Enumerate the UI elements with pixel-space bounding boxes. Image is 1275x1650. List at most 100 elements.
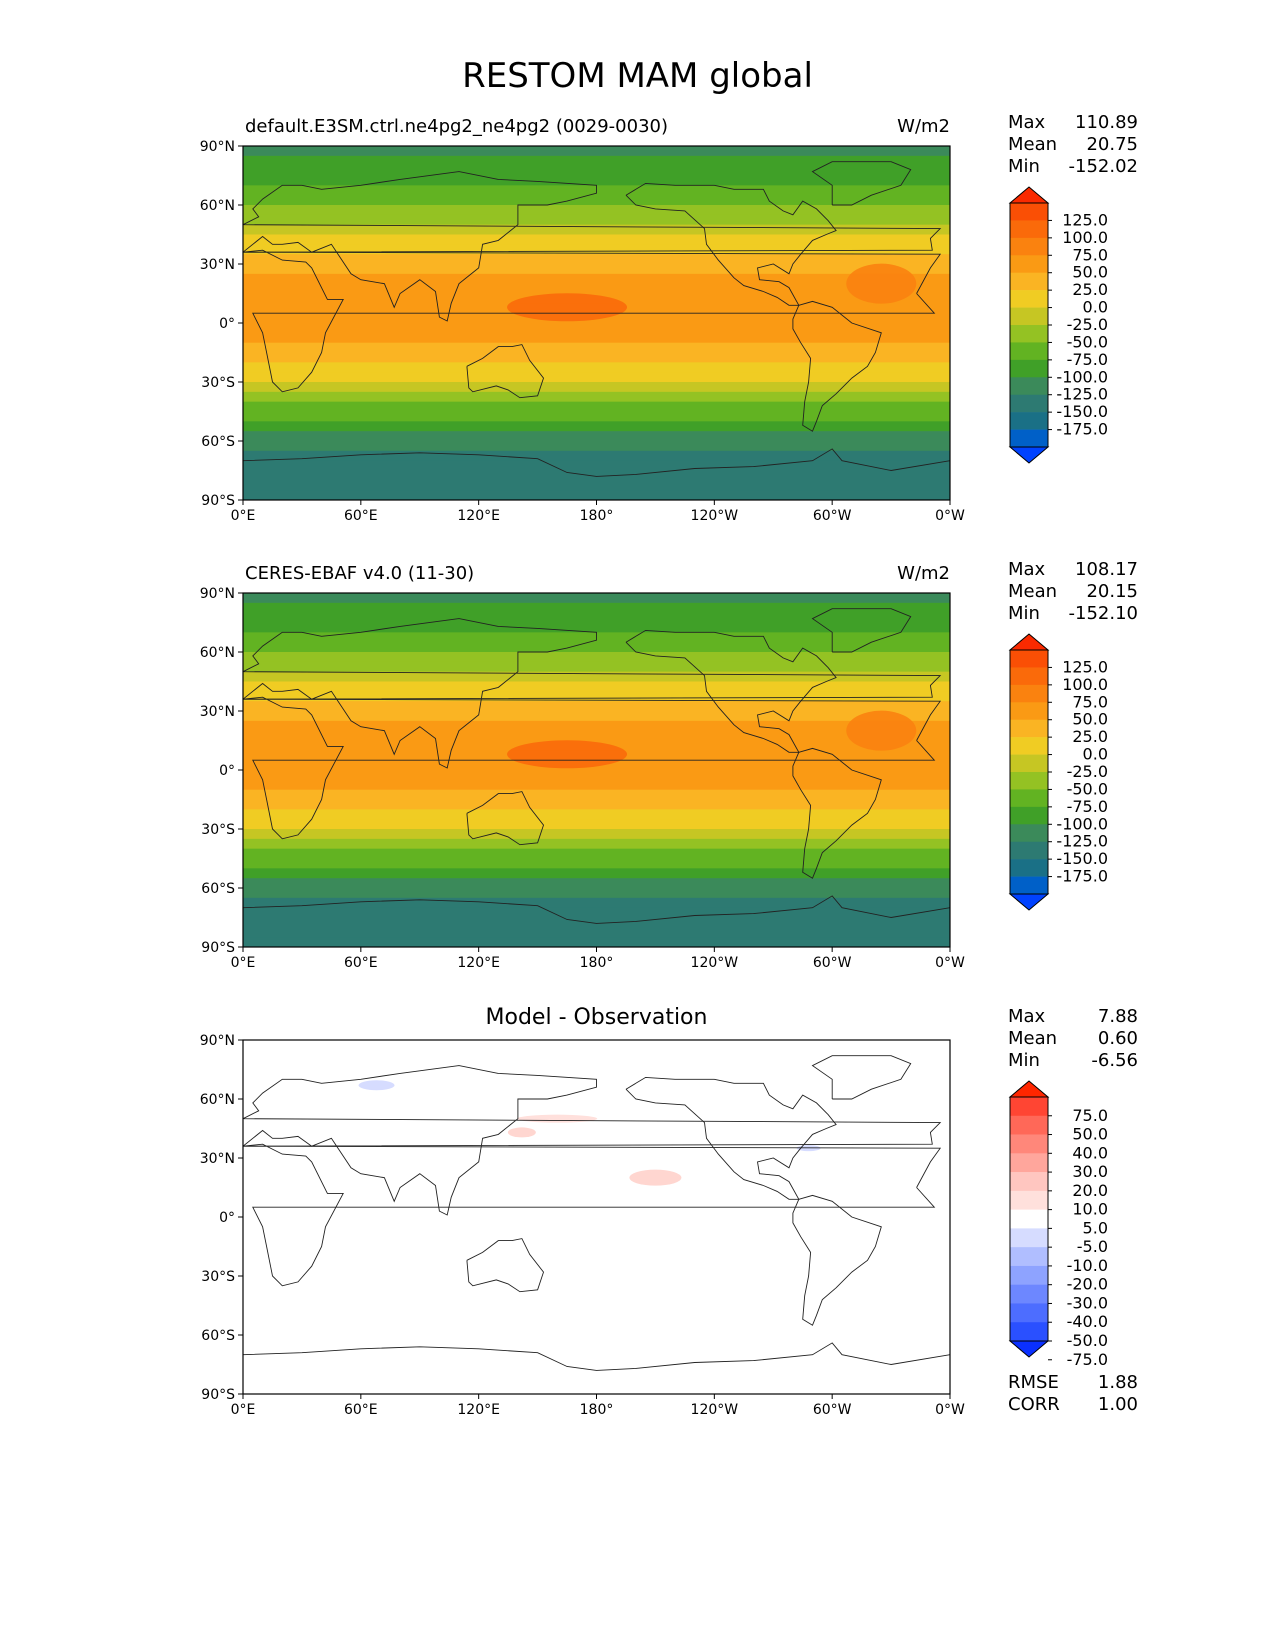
colorbar-segment [1010, 876, 1048, 895]
lon-tick-label: 120°W [691, 955, 739, 971]
coastline-4 [792, 1194, 882, 1326]
field-band [243, 244, 950, 255]
colorbar-tick-label: -75.0 [1067, 1350, 1108, 1369]
field-band [243, 195, 950, 206]
colorbar-tick-label: -125.0 [1056, 832, 1108, 851]
lon-tick-label: 60°W [813, 955, 852, 971]
stat-mean-label: Mean [1008, 134, 1058, 155]
colorbar-tick-label: -30.0 [1067, 1293, 1108, 1312]
stat-max-label: Max [1008, 112, 1046, 133]
lat-tick-label: 90°S [201, 1387, 235, 1403]
lat-tick-label: 60°S [201, 434, 235, 450]
colorbar-tick-label: 50.0 [1072, 1125, 1108, 1144]
lat-tick-label: 60°N [200, 645, 235, 661]
colorbar-segment [1010, 1228, 1048, 1248]
field-band [243, 671, 950, 682]
colorbar-segment [1010, 1247, 1048, 1267]
colorbar-segment [1010, 307, 1048, 326]
field-band [243, 264, 950, 275]
field-band [243, 858, 950, 869]
panel-diff-stats: Max 7.88 Mean 0.60 Min -6.56 [1008, 1006, 1138, 1072]
colorbar-tick-label: -50.0 [1067, 332, 1108, 351]
stat-min-label: Min [1008, 156, 1040, 177]
stat-max: 7.88 [1097, 1006, 1138, 1027]
colorbar-segment [1010, 754, 1048, 773]
field-band [243, 779, 950, 791]
field-subtropic-region [846, 710, 917, 751]
colorbar-tick-label: -50.0 [1067, 1331, 1108, 1350]
colorbar-segment [1010, 667, 1048, 686]
coastline-0 [242, 249, 942, 393]
field-maximum-region [507, 740, 628, 769]
coastline-4 [792, 747, 882, 879]
panel-obs-map: 90°N 60°N 30°N 0° 30°S 60°S 90°S0°E 60°E 120°E 18… [200, 587, 965, 971]
field-band [243, 460, 950, 471]
diff-anomaly [358, 1080, 395, 1091]
panel-diff-metrics: RMSE 1.88 CORR 1.00 [1008, 1372, 1138, 1416]
lon-tick-label: 120°E [457, 1402, 500, 1418]
field-band [243, 470, 950, 481]
panel-model-colorbar: 125.0100.075.050.025.00.0-25.0-50.0-75.0… [1008, 186, 1108, 464]
corr-label: CORR [1008, 1394, 1060, 1415]
field-band [243, 146, 950, 157]
colorbar-segment [1010, 203, 1048, 221]
lon-tick-label: 120°E [457, 955, 500, 971]
colorbar-segment [1010, 325, 1048, 343]
coastline-6 [242, 1342, 951, 1371]
colorbar-segment [1010, 255, 1048, 274]
coastline-0 [242, 1143, 942, 1287]
colorbar-extend-min [1008, 893, 1050, 911]
coastline-3 [625, 182, 837, 306]
colorbar-segment [1010, 237, 1048, 256]
lat-tick-label: 30°N [200, 257, 235, 273]
field-band [243, 868, 950, 879]
colorbar-outline [1009, 1096, 1049, 1342]
colorbar-tick-label: -75.0 [1067, 350, 1108, 369]
colorbar-segment [1010, 342, 1048, 361]
field-band [243, 681, 950, 692]
colorbar-tick-label: -175.0 [1056, 867, 1108, 886]
lon-tick-label: 60°W [813, 508, 852, 524]
lat-tick-label: 90°S [201, 493, 235, 509]
colorbar-tick-label: -125.0 [1056, 385, 1108, 404]
field-band [243, 730, 950, 741]
field-band [243, 362, 950, 373]
colorbar-segment [1010, 1172, 1048, 1192]
coastline-6 [242, 448, 951, 477]
field-band [243, 809, 950, 820]
lat-tick-label: 60°N [200, 1092, 235, 1108]
coastline-1 [242, 1065, 942, 1216]
field-subtropic-region [846, 263, 917, 304]
colorbar-tick-label: -50.0 [1067, 779, 1108, 798]
field-band [243, 450, 950, 462]
field-band [243, 917, 950, 928]
coastline-5 [811, 608, 912, 653]
field-band [243, 789, 950, 800]
colorbar-tick-label: 40.0 [1072, 1143, 1108, 1162]
colorbar-tick-label: -5.0 [1077, 1237, 1108, 1256]
colorbar-segment [1010, 377, 1048, 396]
lon-tick-label: 120°W [691, 508, 739, 524]
coastline-3 [625, 629, 837, 753]
field-band [243, 720, 950, 732]
panel-diff-title: Model - Observation [485, 1005, 708, 1030]
colorbar-tick-label: 25.0 [1072, 727, 1108, 746]
colorbar-tick-label: -10.0 [1067, 1256, 1108, 1275]
lat-tick-label: 60°S [201, 1328, 235, 1344]
coastline-1 [242, 171, 942, 322]
lon-tick-label: 60°E [344, 508, 378, 524]
field-band [243, 411, 950, 422]
panel-model-units: W/m2 [897, 116, 950, 137]
lat-tick-label: 90°N [200, 587, 235, 602]
colorbar-tick-label: 50.0 [1072, 263, 1108, 282]
lat-tick-label: 0° [219, 316, 235, 332]
field-band [243, 283, 950, 294]
colorbar-segment [1010, 1190, 1048, 1210]
field-band [243, 770, 950, 781]
colorbar-tick-label: 75.0 [1072, 692, 1108, 711]
lon-tick-label: 0°W [935, 1402, 965, 1418]
colorbar-extend-max [1008, 186, 1050, 204]
lat-tick-label: 60°S [201, 881, 235, 897]
field-band [243, 691, 950, 702]
field-band [243, 829, 950, 840]
